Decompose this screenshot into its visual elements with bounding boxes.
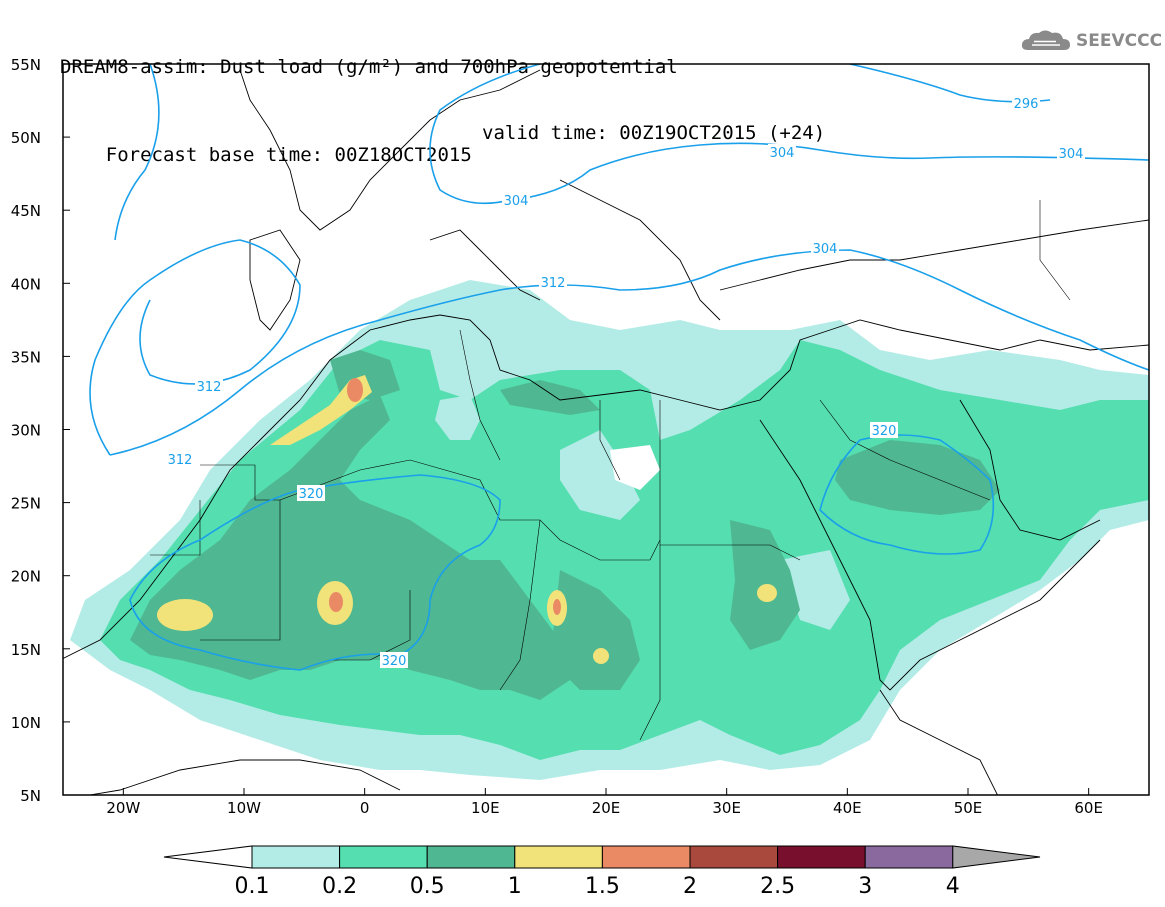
contour-label: 312 — [541, 276, 566, 291]
contour-label: 304 — [1059, 147, 1084, 162]
map-title: DREAM8-assim: Dust load (g/m²) and 700hP… — [60, 12, 825, 232]
dust-gap-libya — [560, 430, 640, 520]
contour-label-bg — [297, 485, 325, 501]
colorbar-swatch — [251, 845, 341, 869]
dust-area-0.5-libya — [500, 380, 600, 415]
longitude-axis: 20W 10W 0 10E 20E 30E 40E 50E 60E — [106, 788, 1103, 817]
latitude-axis: 55N 50N 45N 40N 35N 30N 25N 20N 15N 10N 5N — [11, 56, 70, 805]
lat-label: 30N — [11, 422, 41, 440]
colorbar-label: 0.2 — [322, 874, 357, 899]
colorbar-label: 1 — [508, 874, 522, 899]
dust-area-1-morocco — [270, 375, 372, 445]
lat-label: 5N — [20, 787, 41, 805]
colorbar-swatch — [339, 845, 428, 869]
contour-label-bg — [811, 240, 839, 256]
country-borders — [150, 200, 1071, 741]
cloud-icon — [1021, 30, 1070, 50]
lon-label: 40E — [833, 799, 862, 817]
dust-area-1-mauritania — [157, 599, 213, 631]
valid-time: valid time: 00Z19OCT2015 (+24) — [482, 122, 826, 144]
dust-area-1.5-mali — [329, 592, 343, 612]
lat-label: 40N — [11, 275, 41, 293]
contour-label: 312 — [197, 380, 222, 395]
colorbar-label: 0.1 — [235, 874, 270, 899]
lat-label: 45N — [11, 202, 41, 220]
colorbar-label: 0.5 — [410, 874, 445, 899]
dust-gap-egypt — [610, 445, 660, 490]
colorbar-label: 1.5 — [585, 874, 620, 899]
colorbar-swatch — [864, 845, 954, 869]
lon-label: 0 — [360, 799, 370, 817]
dust-area-0.5-arabia — [835, 440, 1000, 515]
lat-label: 10N — [11, 714, 41, 732]
logo-text: SEEVCCC — [1076, 31, 1163, 51]
colorbar-low-arrow — [163, 845, 253, 869]
dust-area-0.5 — [130, 395, 570, 700]
colorbar-swatch — [689, 845, 779, 869]
seevccc-logo: SEEVCCC — [1020, 26, 1162, 56]
contour-label-bg — [870, 422, 898, 438]
colorbar-swatch — [514, 845, 603, 869]
lon-label: 10E — [471, 799, 500, 817]
contour-label: 296 — [1014, 97, 1039, 112]
contour-label-bg — [502, 192, 530, 208]
contour-label-bg — [1057, 145, 1085, 161]
contour-label-bg — [380, 652, 408, 668]
colorbar-label: 3 — [858, 874, 872, 899]
dust-area-1.5-morocco — [347, 378, 363, 402]
contour-label-bg — [539, 274, 567, 290]
lat-label: 35N — [11, 348, 41, 366]
dust-area-1.5-chad — [553, 599, 561, 615]
contour-label: 320 — [299, 487, 324, 502]
contour-label: 320 — [382, 654, 407, 669]
lon-label: 60E — [1074, 799, 1103, 817]
dust-area-0.5-east — [550, 570, 640, 690]
dust-area-1-chad-south — [593, 648, 609, 664]
lon-label: 10W — [227, 799, 261, 817]
lat-label: 55N — [11, 56, 41, 74]
colorbar-label: 4 — [946, 874, 960, 899]
lat-label: 20N — [11, 568, 41, 586]
lon-label: 20E — [592, 799, 621, 817]
contour-label: 304 — [813, 242, 838, 257]
lon-label: 30E — [712, 799, 741, 817]
lat-label: 25N — [11, 495, 41, 513]
contour-label: 312 — [168, 453, 193, 468]
lat-label: 50N — [11, 129, 41, 147]
dust-area-1-sudan — [757, 584, 777, 602]
colorbar-label: 2 — [683, 874, 697, 899]
contour-label-bg — [768, 144, 796, 160]
contour-label: 304 — [504, 194, 529, 209]
lon-label: 20W — [106, 799, 140, 817]
contour-label: 320 — [872, 424, 897, 439]
geopotential-contours — [89, 64, 1149, 671]
contour-label-bg — [166, 451, 194, 467]
colorbar-label: 2.5 — [760, 874, 795, 899]
contour-label-bg — [195, 378, 223, 394]
colorbar: 0.1 0.2 0.5 1 1.5 2 2.5 3 4 — [163, 845, 1041, 899]
contour-label-bg — [1012, 95, 1040, 111]
colorbar-swatch — [601, 845, 691, 869]
colorbar-high-arrow — [952, 845, 1041, 869]
dust-field — [63, 64, 1149, 795]
colorbar-swatch — [777, 845, 866, 869]
colorbar-swatch — [426, 845, 516, 869]
contour-labels: 296 304 304 304 304 312 312 312 320 320 320 — [166, 95, 1085, 669]
lat-label: 15N — [11, 641, 41, 659]
lon-label: 50E — [954, 799, 983, 817]
contour-label: 304 — [770, 146, 795, 161]
dust-gap-sahara — [435, 395, 480, 440]
